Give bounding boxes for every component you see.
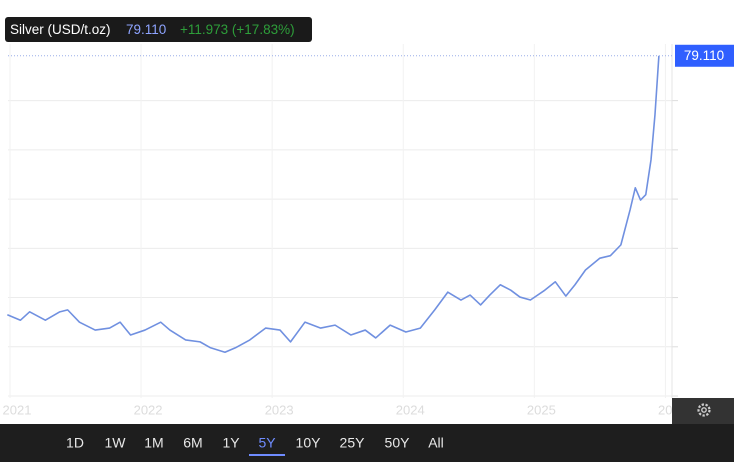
- price-tag-label: 79.110: [684, 48, 724, 63]
- settings-icon[interactable]: [697, 403, 711, 417]
- settings-box: [672, 398, 734, 424]
- x-axis: 2021 2022 2023 2024 2025 2026: [3, 402, 687, 417]
- x-tick-label: 2025: [527, 402, 556, 417]
- range-bar: [0, 424, 734, 462]
- range-button[interactable]: 6M: [183, 435, 202, 451]
- range-button[interactable]: 1M: [144, 435, 163, 451]
- header-last: 79.110: [126, 22, 166, 37]
- range-button[interactable]: 1W: [105, 435, 127, 451]
- price-tag: [675, 44, 734, 67]
- range-button[interactable]: 10Y: [296, 435, 322, 451]
- x-tick-label: 2021: [3, 402, 32, 417]
- range-button[interactable]: 50Y: [385, 435, 411, 451]
- header: Silver (USD/t.oz) 79.110 +11.973 (+17.83…: [5, 17, 312, 42]
- x-tick-label: 2022: [134, 402, 163, 417]
- header-box: [5, 17, 312, 42]
- range-button[interactable]: 25Y: [340, 435, 366, 451]
- range-button[interactable]: 1Y: [222, 435, 240, 451]
- range-buttons: 1D 1W 1M 6M 1Y 5Y 10Y 25Y 50Y All: [66, 435, 444, 456]
- x-tick-label: 2024: [396, 402, 425, 417]
- x-tick-label: 2026: [658, 402, 687, 417]
- header-change: +11.973 (+17.83%): [180, 22, 295, 37]
- price-line: [7, 55, 660, 354]
- range-button[interactable]: 5Y: [258, 435, 276, 451]
- plot: 79.110: [7, 44, 734, 354]
- range-button[interactable]: All: [428, 435, 444, 451]
- x-tick-label: 2023: [265, 402, 294, 417]
- range-button[interactable]: 1D: [66, 435, 84, 451]
- grid: [8, 44, 678, 398]
- header-name: Silver (USD/t.oz): [10, 22, 111, 37]
